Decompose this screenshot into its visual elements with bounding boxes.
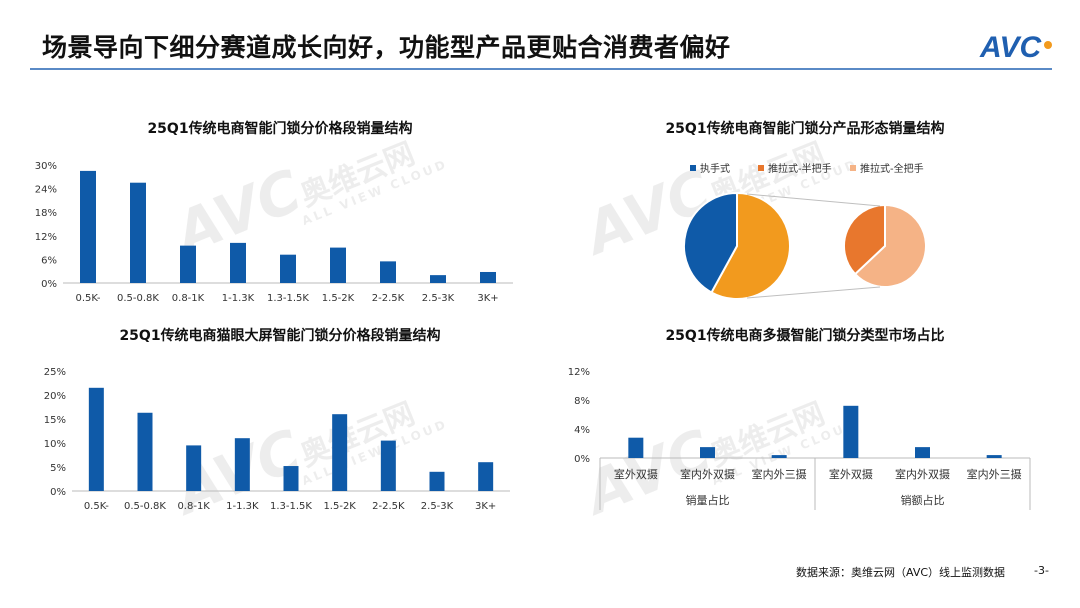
y-tick-label: 8% [574,396,590,407]
bar [283,466,299,491]
page-title: 场景导向下细分赛道成长向好，功能型产品更贴合消费者偏好 [42,33,731,62]
x-tick-label: 1-1.3K [222,293,255,304]
legend-swatch [690,165,696,171]
pie-slice [683,191,738,294]
group-label: 销量占比 [686,493,730,507]
bar [429,471,445,491]
y-tick-label: 15% [44,415,66,426]
legend-label: 推拉式-半把手 [768,162,832,175]
x-tick-label: 0.5K- [75,293,100,304]
x-tick-label: 1.3-1.5K [267,293,309,304]
chart-title-form: 25Q1传统电商智能门锁分产品形态销量结构 [665,121,945,137]
chart-title-cat-eye: 25Q1传统电商猫眼大屏智能门锁分价格段销量结构 [119,328,441,344]
page-number: -3- [1034,564,1049,577]
legend-swatch [758,165,764,171]
bar [430,275,446,283]
legend-label: 执手式 [700,162,730,175]
group-label: 销额占比 [901,493,945,507]
legend-swatch [850,165,856,171]
footer-source: 数据来源：奥维云网（AVC）线上监测数据 [796,566,1006,579]
chart-title-multi-camera: 25Q1传统电商多摄智能门锁分类型市场占比 [665,328,945,344]
x-tick-label: 0.5K- [84,501,109,512]
x-tick-label: 0.8-1K [172,293,205,304]
pie-connector-line [746,286,881,299]
bar [130,182,146,283]
bar [380,261,396,283]
bar [230,242,246,283]
bar [380,440,396,491]
x-tick-label: 0.5-0.8K [117,293,159,304]
x-tick-label: 0.5-0.8K [124,501,166,512]
x-tick-label: 3K+ [477,293,498,304]
bar [915,447,930,458]
bar [180,245,196,283]
y-tick-label: 0% [574,454,590,465]
x-tick-label: 1.3-1.5K [270,501,312,512]
bar [280,254,296,283]
bar [234,438,250,491]
logo-dot [1044,41,1052,49]
x-tick-label: 2.5-3K [421,501,454,512]
pie-slice [710,191,791,300]
x-tick-label: 3K+ [475,501,496,512]
bar [628,437,644,458]
bar [137,412,153,491]
y-tick-label: 24% [35,185,57,196]
bar [480,271,496,283]
x-tick-label: 室内外三摄 [752,467,807,481]
chart-title-price-band: 25Q1传统电商智能门锁分价格段销量结构 [147,121,413,137]
y-tick-label: 30% [35,161,57,172]
y-tick-label: 25% [44,367,66,378]
pie-slice [853,203,927,288]
legend-label: 推拉式-全把手 [860,162,924,175]
y-tick-label: 0% [50,487,66,498]
bar [843,405,859,458]
bar [186,445,202,491]
y-tick-label: 18% [35,208,57,219]
bar [986,455,1002,458]
y-tick-label: 0% [41,279,57,290]
bar [88,387,104,491]
bar [771,455,787,458]
y-tick-label: 10% [44,439,66,450]
header-divider [30,68,1052,70]
avc-logo: AVC [979,31,1052,62]
x-tick-label: 2-2.5K [372,501,405,512]
bar [478,462,494,491]
x-tick-label: 2.5-3K [422,293,455,304]
bar [330,247,346,283]
x-tick-label: 室内外双摄 [895,467,950,481]
y-tick-label: 12% [35,232,57,243]
y-tick-label: 12% [568,367,590,378]
x-tick-label: 2-2.5K [372,293,405,304]
x-tick-label: 室外双摄 [614,467,658,481]
x-tick-label: 室内外三摄 [967,467,1022,481]
pie-connector-line [746,193,881,207]
x-tick-label: 1.5-2K [322,293,355,304]
x-tick-label: 1-1.3K [226,501,259,512]
y-tick-label: 4% [574,425,590,436]
x-tick-label: 1.5-2K [323,501,356,512]
y-tick-label: 5% [50,463,66,474]
y-tick-label: 20% [44,391,66,402]
x-tick-label: 0.8-1K [177,501,210,512]
x-tick-label: 室内外双摄 [680,467,735,481]
bar [332,414,348,491]
x-tick-label: 室外双摄 [829,467,873,481]
bar [700,447,715,458]
bar [80,170,96,283]
logo-text: AVC [979,31,1042,62]
y-tick-label: 6% [41,255,57,266]
